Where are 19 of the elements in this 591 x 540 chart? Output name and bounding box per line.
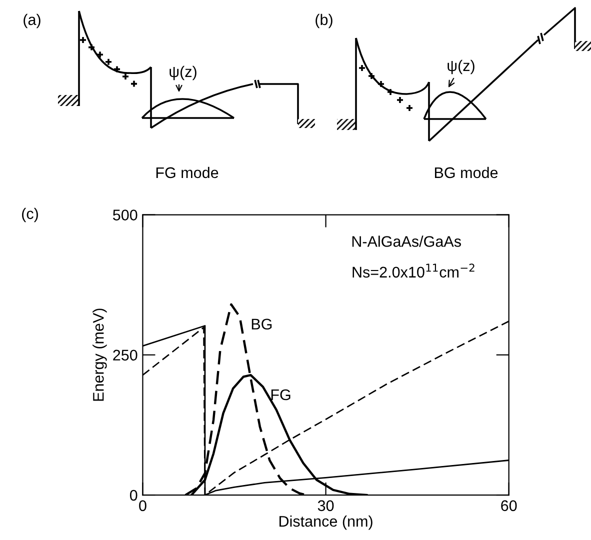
text: ψ(z) [170, 66, 196, 80]
text: (a) [24, 14, 40, 28]
y-tick-label: 250 [113, 350, 138, 361]
series-label: BG [252, 318, 272, 330]
x-tick-label: 60 [501, 500, 517, 512]
text: FG mode [156, 166, 218, 178]
x-tick-label: 0 [139, 500, 146, 512]
text: (c) [22, 208, 38, 222]
text: (b) [316, 14, 332, 28]
y-tick-label: 500 [112, 210, 138, 220]
y-axis-title: Energy (meV) [92, 308, 107, 401]
annotation: N-AlGaAs/GaAs [352, 236, 461, 247]
x-tick-label: 30 [318, 500, 334, 512]
x-axis-title: Distance (nm) [280, 516, 372, 530]
annotation: Ns=2.0x10$^{11}$cm$^{−2}$ [352, 264, 474, 278]
series-label: FG [271, 389, 290, 400]
text: ψ(z) [448, 60, 474, 74]
text: BG mode [434, 166, 498, 178]
y-tick-label: 0 [130, 490, 138, 501]
